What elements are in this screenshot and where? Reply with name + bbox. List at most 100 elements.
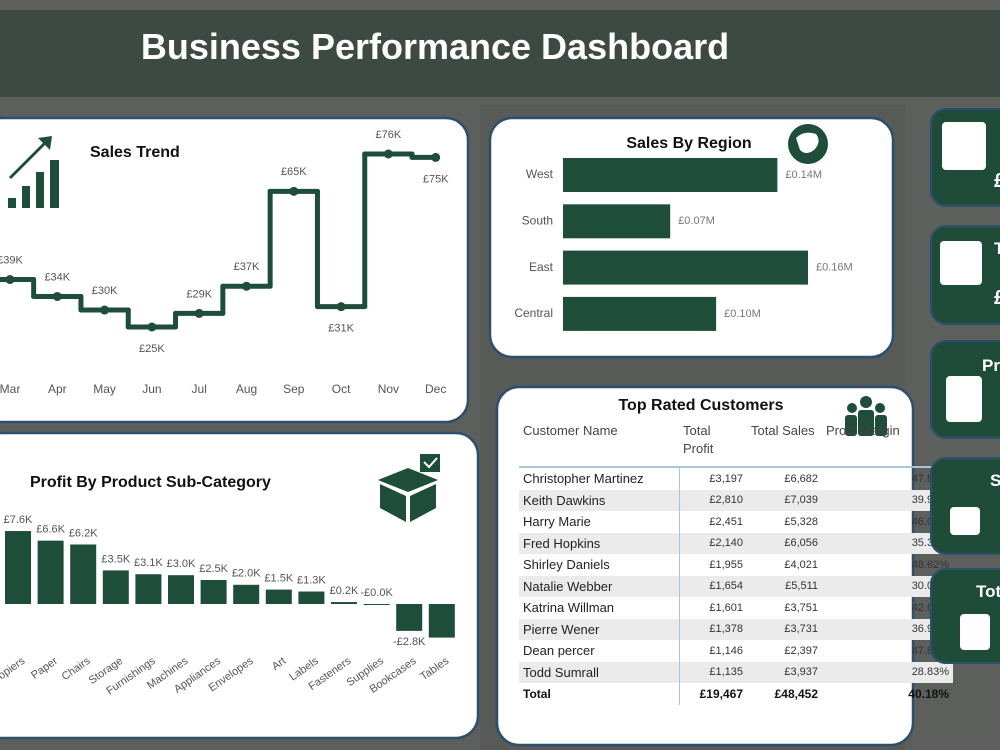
column-header: Profit Margin <box>822 420 953 468</box>
value-label: £6.6K <box>36 524 65 536</box>
bar <box>563 158 778 192</box>
value-label: £2.0K <box>232 568 261 580</box>
value-label: £30K <box>92 285 118 297</box>
table-cell: £1,955 <box>709 558 743 571</box>
kpi-label: Pro <box>982 356 1000 375</box>
kpi-label: Tot <box>976 582 1000 601</box>
value-label: £0.16M <box>816 262 853 274</box>
table-row: Fred Hopkins£2,140£6,05635.33% <box>519 532 953 554</box>
value-label: £3.0K <box>167 558 196 570</box>
column-header: Total Sales <box>747 420 822 468</box>
table-cell: £6,056 <box>747 532 822 554</box>
bar <box>135 574 162 604</box>
x-tick-label: Jun <box>142 382 161 396</box>
x-tick-label: Nov <box>378 382 399 396</box>
bar <box>396 604 423 631</box>
total-cell: £48,452 <box>774 686 818 701</box>
dashboard-title: Business Performance Dashboard <box>140 26 730 67</box>
x-tick-label: Sep <box>283 382 305 396</box>
trend-icon <box>8 136 59 208</box>
table-cell: £2,810 <box>679 489 747 511</box>
point <box>336 302 346 312</box>
point <box>242 281 251 291</box>
column-header: Customer Name <box>519 420 679 468</box>
kpi-card: Tot <box>930 568 1000 664</box>
point <box>383 149 393 159</box>
bar <box>200 580 227 604</box>
total-cell: Total <box>519 683 680 705</box>
value-label: £3.1K <box>134 557 163 569</box>
kpi-icon <box>946 376 982 422</box>
table-cell: Todd Sumrall <box>519 661 680 683</box>
value-label: £39K <box>0 254 24 266</box>
table-cell: 28.83% <box>822 661 953 683</box>
kpi-icon <box>960 614 990 650</box>
table-cell: £3,197 <box>709 472 743 485</box>
x-tick-label: Oct <box>332 382 351 396</box>
table-cell: £2,451 <box>709 515 743 528</box>
table-cell: Natalie Webber <box>519 575 680 597</box>
bar <box>70 544 97 604</box>
bar <box>233 584 260 604</box>
value-label: £2.5K <box>199 563 228 575</box>
table-cell: Pierre Wener <box>519 618 680 640</box>
kpi-icon <box>950 507 980 535</box>
chart-title: Sales Trend <box>90 144 180 161</box>
value-label: -£0.0K <box>360 587 393 599</box>
bar <box>563 250 808 285</box>
kpi-icon <box>940 241 982 285</box>
value-label: £3.5K <box>101 553 130 565</box>
total-cell: £19,467 <box>699 686 743 701</box>
table-cell: £3,731 <box>747 618 822 640</box>
table-cell: £5,328 <box>784 515 818 528</box>
bar <box>298 591 325 604</box>
table-row: Todd Sumrall £1,135 £3,937 28.83% <box>519 661 953 683</box>
bar <box>563 204 671 239</box>
value-label: £37K <box>234 261 260 273</box>
table-cell: Fred Hopkins <box>519 532 680 554</box>
total-cell: 40.18% <box>908 686 949 701</box>
x-tick-label: Dec <box>425 382 446 396</box>
bar <box>5 531 31 604</box>
value-label: -£2.8K <box>393 636 426 648</box>
bar <box>428 604 455 638</box>
value-label: £6.2K <box>69 527 98 539</box>
table-cell: £2,140 <box>679 532 747 554</box>
table-cell: Keith Dawkins <box>519 489 680 511</box>
table-cell: £7,039 <box>747 489 822 511</box>
bar <box>265 589 292 604</box>
table-cell: £1,135 <box>679 661 747 683</box>
x-tick-label: Apr <box>48 382 67 396</box>
table-row: Keith Dawkins£2,810£7,03939.92% <box>519 489 953 511</box>
kpi-card: £ <box>930 108 1000 207</box>
bar <box>563 296 717 331</box>
table-cell: £3,937 <box>747 661 822 683</box>
total-row: Total £19,467 £48,452 40.18% <box>519 683 953 705</box>
bar <box>331 602 357 604</box>
table-row: Christopher Martinez£3,197£6,68247.85% <box>519 467 953 490</box>
value-label: £25K <box>139 343 165 355</box>
table-cell: Katrina Willman <box>519 597 680 619</box>
value-label: £0.2K <box>330 585 359 597</box>
value-label: £0.10M <box>724 308 761 320</box>
table-row: Pierre Wener£1,378£3,73136.93% <box>519 618 953 640</box>
x-tick-label: May <box>93 382 116 396</box>
table-cell: Christopher Martinez <box>519 467 680 490</box>
value-label: £65K <box>281 166 307 178</box>
value-label: £0.07M <box>678 215 715 227</box>
table-cell: £2,397 <box>784 644 818 657</box>
x-tick-label: Mar <box>0 382 20 396</box>
column-header: Total Profit <box>679 420 747 468</box>
value-label: £76K <box>376 129 402 141</box>
table-title: Top Rated Customers <box>618 397 783 414</box>
table-cell: £3,751 <box>784 601 818 614</box>
kpi-card: T £ <box>930 225 1000 325</box>
table-cell: 48.62% <box>911 558 949 571</box>
table-cell: £1,601 <box>709 601 743 614</box>
kpi-value: £ <box>994 170 1000 192</box>
value-label: £1.5K <box>264 573 293 585</box>
point <box>431 152 441 162</box>
y-tick-label: West <box>526 167 554 181</box>
